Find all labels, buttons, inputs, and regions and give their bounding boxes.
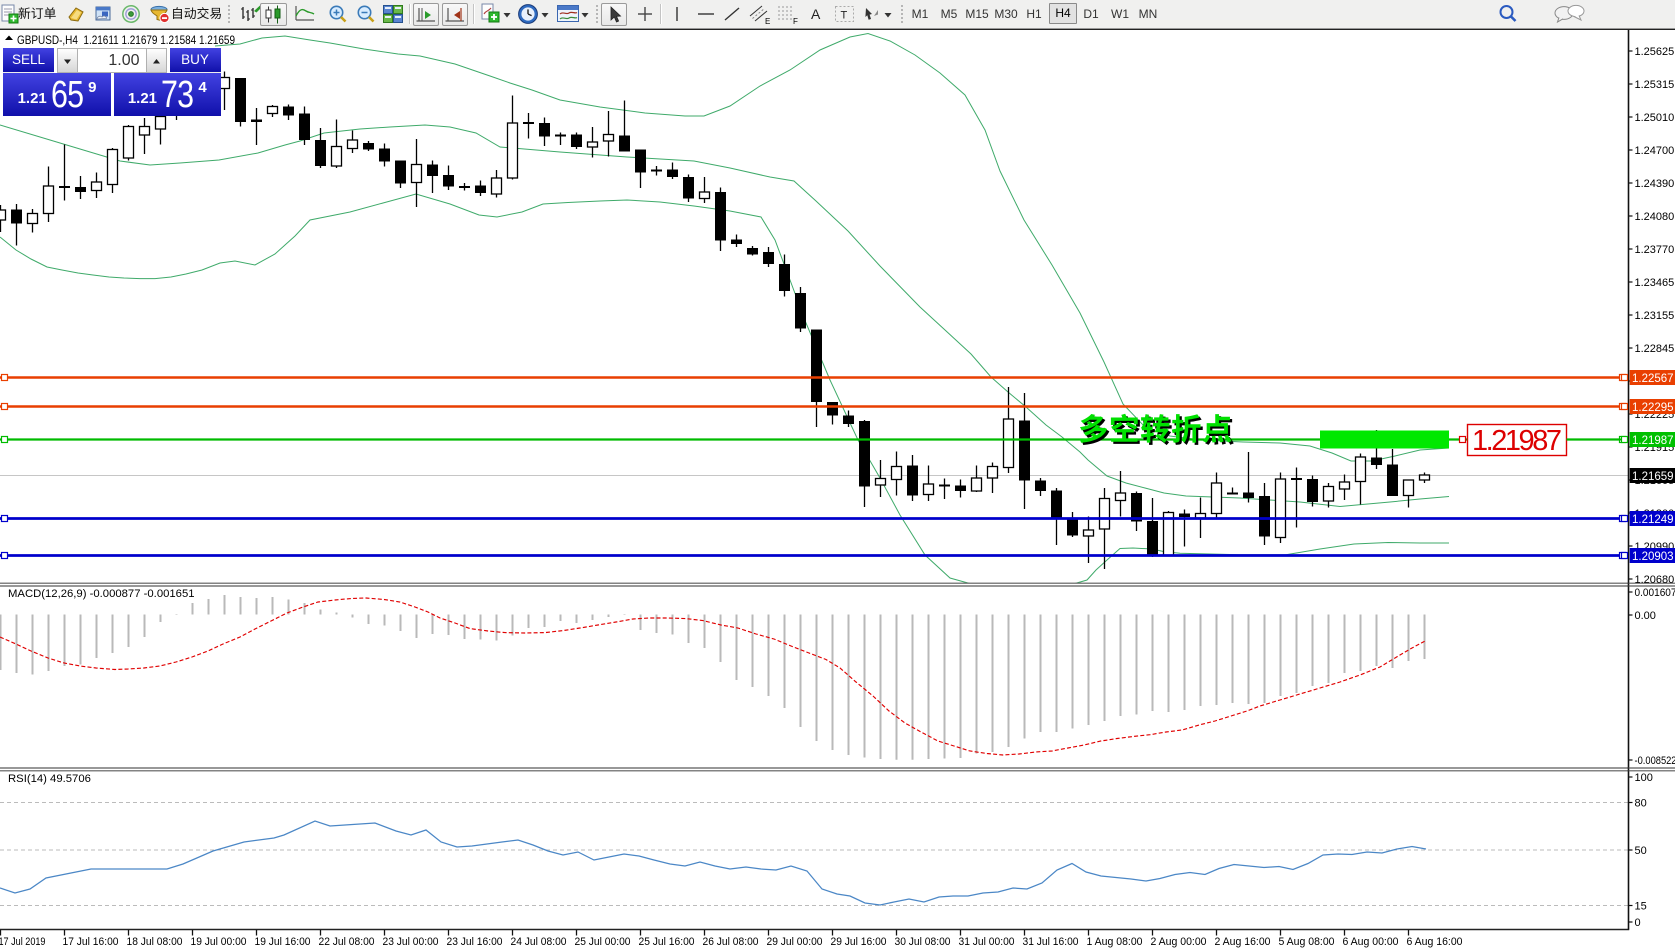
svg-text:1.25010: 1.25010: [1635, 112, 1675, 124]
svg-text:1.25315: 1.25315: [1635, 79, 1675, 91]
svg-text:0.001607: 0.001607: [1635, 587, 1675, 599]
svg-text:1.24080: 1.24080: [1635, 211, 1675, 223]
svg-text:23 Jul 16:00: 23 Jul 16:00: [447, 936, 503, 948]
svg-text:29 Jul 00:00: 29 Jul 00:00: [767, 936, 823, 948]
svg-text:25 Jul 00:00: 25 Jul 00:00: [575, 936, 631, 948]
svg-text:1.24390: 1.24390: [1635, 178, 1675, 190]
svg-text:-0.008522: -0.008522: [1635, 755, 1675, 767]
svg-text:5 Aug 08:00: 5 Aug 08:00: [1279, 936, 1335, 948]
svg-text:26 Jul 08:00: 26 Jul 08:00: [703, 936, 759, 948]
svg-text:1.25625: 1.25625: [1635, 46, 1675, 58]
svg-text:RSI(14) 49.5706: RSI(14) 49.5706: [8, 773, 91, 785]
svg-text:1.21249: 1.21249: [1632, 514, 1674, 526]
svg-text:E: E: [765, 17, 770, 25]
svg-text:0: 0: [1635, 917, 1641, 929]
svg-text:F: F: [793, 17, 798, 25]
svg-text:6 Aug 00:00: 6 Aug 00:00: [1343, 936, 1399, 948]
svg-text:1.21987: 1.21987: [1472, 425, 1562, 457]
svg-text:1.22295: 1.22295: [1632, 402, 1674, 414]
svg-text:80: 80: [1635, 798, 1647, 810]
svg-text:24 Jul 08:00: 24 Jul 08:00: [511, 936, 567, 948]
svg-text:100: 100: [1635, 772, 1653, 784]
svg-text:GBPUSD-,H4 1.21611 1.21679 1.: GBPUSD-,H4 1.21611 1.21679 1.21584 1.216…: [17, 33, 235, 47]
svg-text:19 Jul 16:00: 19 Jul 16:00: [255, 936, 311, 948]
svg-text:1.20680: 1.20680: [1635, 574, 1675, 586]
svg-text:1.23465: 1.23465: [1635, 277, 1675, 289]
svg-text:23 Jul 00:00: 23 Jul 00:00: [383, 936, 439, 948]
svg-text:6 Aug 16:00: 6 Aug 16:00: [1407, 936, 1463, 948]
svg-text:50: 50: [1635, 845, 1647, 857]
svg-text:2 Aug 16:00: 2 Aug 16:00: [1215, 936, 1271, 948]
svg-text:1.23770: 1.23770: [1635, 244, 1675, 256]
svg-text:0.00: 0.00: [1635, 610, 1656, 622]
svg-text:1.20903: 1.20903: [1632, 551, 1674, 563]
svg-text:17 Jul 2019: 17 Jul 2019: [0, 936, 46, 948]
svg-text:25 Jul 16:00: 25 Jul 16:00: [639, 936, 695, 948]
svg-text:17 Jul 16:00: 17 Jul 16:00: [63, 936, 119, 948]
svg-text:30 Jul 08:00: 30 Jul 08:00: [895, 936, 951, 948]
svg-text:31 Jul 16:00: 31 Jul 16:00: [1023, 936, 1079, 948]
svg-text:29 Jul 16:00: 29 Jul 16:00: [831, 936, 887, 948]
svg-text:MACD(12,26,9) -0.000877 -0.001: MACD(12,26,9) -0.000877 -0.001651: [8, 588, 195, 600]
svg-text:2 Aug 00:00: 2 Aug 00:00: [1151, 936, 1207, 948]
svg-text:15: 15: [1635, 901, 1647, 913]
svg-text:1.22567: 1.22567: [1632, 373, 1674, 385]
svg-text:1.23155: 1.23155: [1635, 310, 1675, 322]
svg-text:1.21659: 1.21659: [1632, 471, 1674, 483]
svg-text:18 Jul 08:00: 18 Jul 08:00: [127, 936, 183, 948]
svg-text:T: T: [841, 10, 848, 22]
svg-text:1.21987: 1.21987: [1632, 435, 1674, 447]
svg-text:1 Aug 08:00: 1 Aug 08:00: [1087, 936, 1143, 948]
svg-text:22 Jul 08:00: 22 Jul 08:00: [319, 936, 375, 948]
svg-text:19 Jul 00:00: 19 Jul 00:00: [191, 936, 247, 948]
svg-text:1.24700: 1.24700: [1635, 145, 1675, 157]
svg-text:1.22845: 1.22845: [1635, 343, 1675, 355]
svg-text:31 Jul 00:00: 31 Jul 00:00: [959, 936, 1015, 948]
